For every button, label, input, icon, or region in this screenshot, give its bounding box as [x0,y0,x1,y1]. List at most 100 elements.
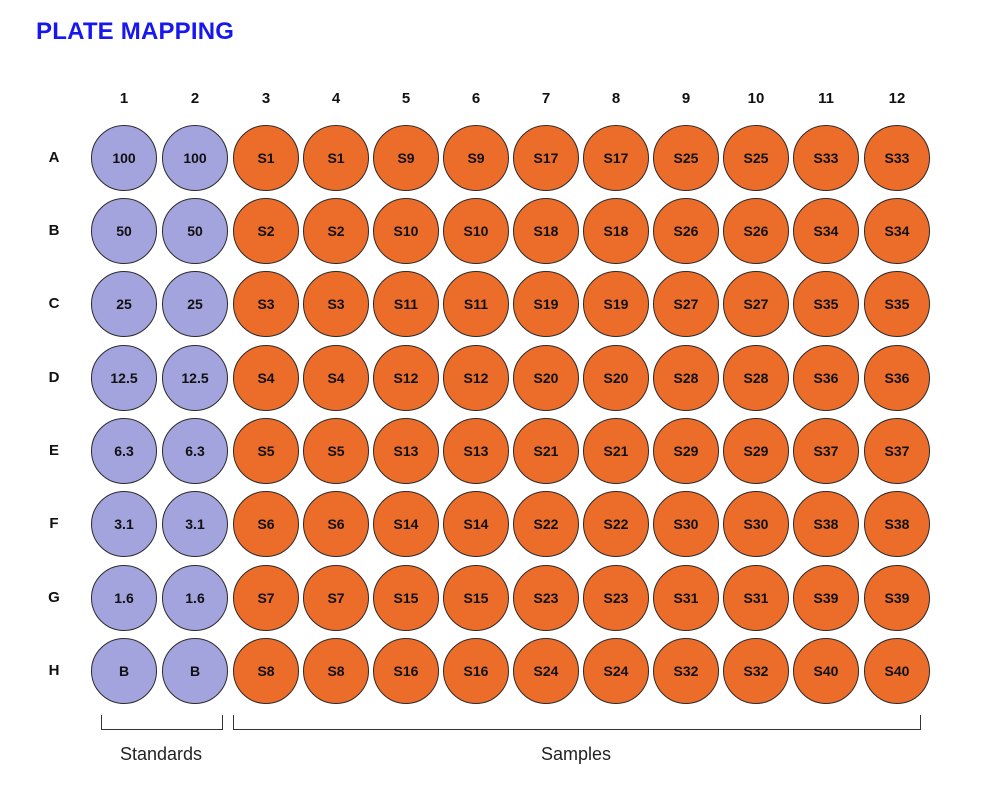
standard-well: 12.5 [91,345,157,411]
sample-well: S4 [303,345,369,411]
sample-well: S16 [373,638,439,704]
row-header: H [48,662,60,679]
sample-well: S14 [373,491,439,557]
sample-well: S27 [653,271,719,337]
sample-well: S30 [723,491,789,557]
row-header: A [48,149,60,166]
sample-well: S33 [864,125,930,191]
sample-well: S38 [793,491,859,557]
sample-well: S38 [864,491,930,557]
standard-well: 1.6 [91,565,157,631]
standard-well: 3.1 [91,491,157,557]
sample-well: S26 [723,198,789,264]
sample-well: S6 [303,491,369,557]
sample-well: S28 [653,345,719,411]
sample-well: S11 [443,271,509,337]
sample-well: S25 [653,125,719,191]
sample-well: S16 [443,638,509,704]
standard-well: 100 [91,125,157,191]
column-header: 8 [611,90,621,107]
sample-well: S35 [864,271,930,337]
samples-bracket [233,715,921,730]
sample-well: S22 [513,491,579,557]
sample-well: S37 [864,418,930,484]
sample-well: S8 [233,638,299,704]
standard-well: 25 [162,271,228,337]
sample-well: S26 [653,198,719,264]
sample-well: S39 [793,565,859,631]
sample-well: S21 [583,418,649,484]
sample-well: S31 [723,565,789,631]
sample-well: S40 [864,638,930,704]
sample-well: S36 [864,345,930,411]
sample-well: S5 [303,418,369,484]
sample-well: S21 [513,418,579,484]
sample-well: S29 [653,418,719,484]
sample-well: S5 [233,418,299,484]
standard-well: 12.5 [162,345,228,411]
column-header: 5 [401,90,411,107]
sample-well: S19 [513,271,579,337]
sample-well: S34 [793,198,859,264]
sample-well: S20 [513,345,579,411]
sample-well: S4 [233,345,299,411]
sample-well: S15 [373,565,439,631]
sample-well: S39 [864,565,930,631]
standard-well: 3.1 [162,491,228,557]
sample-well: S32 [723,638,789,704]
standards-label: Standards [119,744,203,764]
sample-well: S28 [723,345,789,411]
sample-well: S2 [233,198,299,264]
column-header: 3 [261,90,271,107]
sample-well: S1 [233,125,299,191]
sample-well: S18 [513,198,579,264]
standard-well: 1.6 [162,565,228,631]
standards-bracket [101,715,223,730]
sample-well: S40 [793,638,859,704]
sample-well: S15 [443,565,509,631]
column-header: 6 [471,90,481,107]
sample-well: S17 [583,125,649,191]
sample-well: S22 [583,491,649,557]
sample-well: S18 [583,198,649,264]
sample-well: S13 [443,418,509,484]
column-header: 9 [681,90,691,107]
sample-well: S30 [653,491,719,557]
sample-well: S31 [653,565,719,631]
sample-well: S8 [303,638,369,704]
row-header: G [48,589,60,606]
standard-well: 50 [91,198,157,264]
sample-well: S10 [443,198,509,264]
sample-well: S20 [583,345,649,411]
sample-well: S12 [373,345,439,411]
sample-well: S9 [443,125,509,191]
sample-well: S36 [793,345,859,411]
column-header: 7 [541,90,551,107]
standard-well: 6.3 [91,418,157,484]
sample-well: S1 [303,125,369,191]
sample-well: S7 [303,565,369,631]
row-header: D [48,369,60,386]
sample-well: S14 [443,491,509,557]
sample-well: S37 [793,418,859,484]
sample-well: S7 [233,565,299,631]
row-header: B [48,222,60,239]
row-header: F [49,515,59,532]
sample-well: S35 [793,271,859,337]
sample-well: S9 [373,125,439,191]
sample-well: S19 [583,271,649,337]
sample-well: S12 [443,345,509,411]
sample-well: S33 [793,125,859,191]
sample-well: S13 [373,418,439,484]
standard-well: B [162,638,228,704]
standard-well: 100 [162,125,228,191]
sample-well: S23 [583,565,649,631]
column-header: 10 [747,90,765,107]
standard-well: 6.3 [162,418,228,484]
sample-well: S10 [373,198,439,264]
standard-well: 25 [91,271,157,337]
standard-well: B [91,638,157,704]
sample-well: S3 [303,271,369,337]
sample-well: S17 [513,125,579,191]
sample-well: S3 [233,271,299,337]
